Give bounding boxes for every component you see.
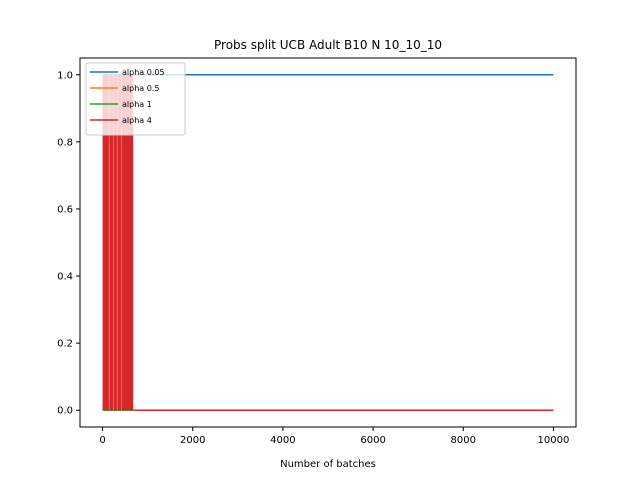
x-tick-label: 4000: [270, 435, 295, 446]
x-tick-label: 8000: [451, 435, 476, 446]
x-tick-label: 6000: [360, 435, 385, 446]
y-tick-label: 0.8: [57, 137, 73, 148]
chart-title: Probs split UCB Adult B10 N 10_10_10: [214, 38, 442, 52]
legend-label: alpha 4: [122, 116, 152, 125]
legend: alpha 0.05 alpha 0.5 alpha 1 alpha 4: [85, 62, 186, 136]
y-tick-label: 0.4: [57, 272, 73, 283]
x-tick-label: 2000: [180, 435, 205, 446]
x-tick-label: 0: [99, 435, 105, 446]
y-tick-label: 1.0: [57, 70, 73, 81]
legend-label: alpha 1: [122, 100, 152, 109]
legend-label: alpha 0.5: [122, 84, 159, 93]
legend-box: [85, 62, 186, 136]
y-tick-label: 0.6: [57, 204, 73, 215]
y-tick-label: 0.0: [57, 406, 73, 417]
x-tick-label: 10000: [538, 435, 570, 446]
legend-label: alpha 0.05: [122, 68, 165, 77]
y-tick-label: 0.2: [57, 339, 73, 350]
axes-frame: [79, 57, 577, 428]
axis-ticks: 0 2000 4000 6000 8000 10000 0.0 0.2 0.4 0.6 0.8 1.0: [57, 70, 569, 446]
x-axis-label: Number of batches: [280, 459, 376, 470]
